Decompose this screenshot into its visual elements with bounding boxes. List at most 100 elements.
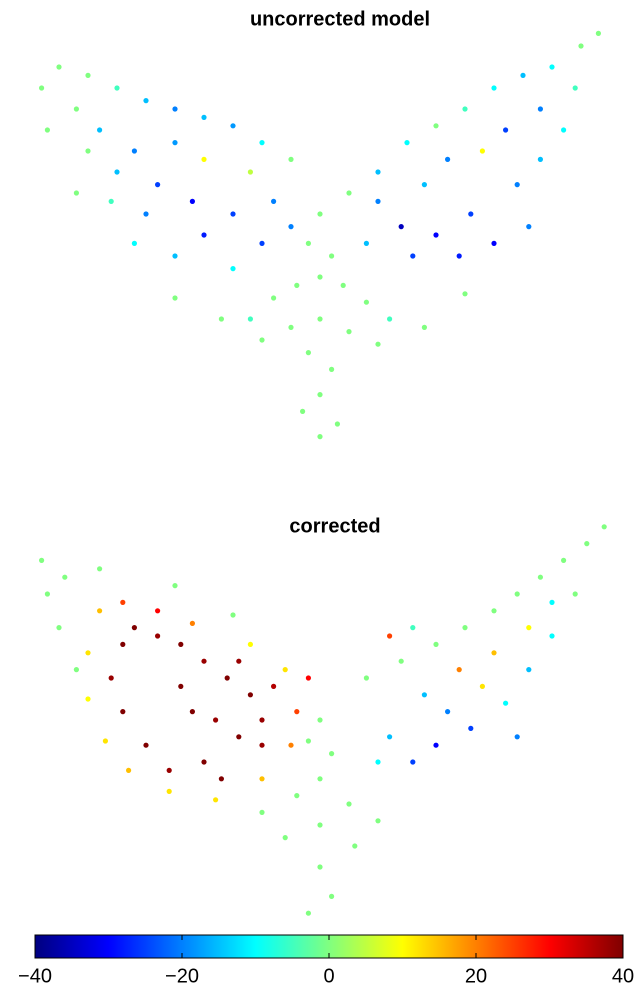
scatter-point [317, 434, 323, 440]
scatter-point [468, 211, 474, 217]
scatter-point [572, 591, 578, 597]
scatter-point [346, 329, 352, 335]
scatter-point [56, 625, 62, 631]
scatter-point [375, 818, 381, 824]
scatter-point [456, 253, 462, 259]
scatter-point [456, 667, 462, 673]
colorbar-tick-label: 20 [465, 965, 487, 987]
colorbar-tick-label: 0 [323, 965, 334, 987]
scatter-point [120, 599, 126, 606]
scatter-point [172, 253, 178, 259]
scatter-point [155, 608, 161, 614]
scatter-point [462, 625, 468, 631]
scatter-point [346, 190, 352, 196]
scatter-point [166, 788, 172, 795]
scatter-point [172, 295, 178, 301]
scatter-point [39, 85, 45, 91]
scatter-point [305, 350, 311, 356]
scatter-point [329, 893, 335, 900]
scatter-point [44, 127, 51, 133]
scatter-point [143, 98, 149, 104]
scatter-point [131, 240, 137, 246]
scatter-point [97, 127, 103, 133]
scatter-point [189, 709, 195, 715]
scatter-point [259, 809, 265, 816]
scatter-point [143, 211, 149, 217]
scatter-point [340, 282, 346, 288]
scatter-point [514, 734, 520, 740]
scatter-point [363, 675, 369, 681]
scatter-point [300, 408, 306, 414]
scatter-point [317, 822, 323, 828]
scatter-point [433, 232, 439, 238]
scatter-point [236, 734, 242, 740]
scatter-point [537, 574, 544, 580]
scatter-point [421, 692, 427, 698]
scatter-point [305, 910, 311, 916]
scatter-point [561, 557, 567, 564]
scatter-point [398, 658, 404, 664]
scatter-point [189, 198, 195, 204]
scatter-point [601, 524, 607, 530]
scatter-point [462, 291, 468, 297]
scatter-point [491, 85, 497, 91]
scatter-point [317, 392, 323, 398]
scatter-point [85, 72, 91, 78]
scatter-point [421, 182, 427, 188]
scatter-point [172, 140, 178, 146]
scatter-point [305, 240, 311, 246]
scatter-point [62, 574, 68, 580]
scatter-point [491, 608, 497, 614]
scatter-point [549, 64, 555, 70]
scatter-point [224, 675, 230, 681]
scatter-point [259, 240, 265, 246]
scatter-point [189, 620, 195, 627]
scatter-point [218, 776, 224, 782]
scatter-point [259, 776, 265, 782]
scatter-point [39, 557, 45, 564]
scatter-point [329, 366, 335, 372]
scatter-point [305, 738, 311, 744]
scatter-point [259, 337, 265, 343]
scatter-point [462, 106, 468, 112]
scatter-point [404, 140, 410, 146]
scatter-point [433, 123, 439, 129]
scatter-point [85, 148, 91, 154]
scatter-point [288, 156, 294, 162]
scatter-point [410, 253, 416, 259]
scatter-point [363, 299, 369, 305]
scatter-point [514, 182, 520, 188]
scatter-point [329, 253, 335, 259]
scatter-point [578, 43, 584, 49]
scatter-point [247, 169, 253, 175]
scatter-point [201, 759, 207, 765]
scatter-point [97, 608, 103, 614]
scatter-point [131, 148, 137, 154]
scatter-point [288, 224, 294, 230]
scatter-point [97, 566, 103, 572]
scatter-point [305, 675, 311, 681]
scatter-point [213, 717, 219, 723]
scatter-point [445, 709, 451, 715]
scatter-point [201, 232, 207, 238]
scatter-point [329, 751, 335, 757]
scatter-point [520, 72, 526, 78]
scatter-point [201, 156, 207, 162]
scatter-point [317, 776, 323, 782]
colorbar-tick-label: −40 [18, 965, 52, 987]
scatter-point [387, 633, 393, 639]
colorbar-tick-label: −20 [165, 965, 199, 987]
scatter-point [398, 224, 404, 230]
scatter-point [218, 316, 224, 322]
scatter-point [410, 759, 416, 765]
scatter-point [120, 641, 126, 648]
scatter-point [537, 156, 544, 162]
scatter-point [445, 156, 451, 162]
scatter-point [317, 211, 323, 217]
scatter-point [375, 169, 381, 175]
scatter-point [155, 182, 161, 188]
scatter-point [561, 127, 567, 133]
scatter-point [259, 140, 265, 146]
scatter-point [259, 742, 265, 748]
scatter-point [271, 295, 277, 301]
